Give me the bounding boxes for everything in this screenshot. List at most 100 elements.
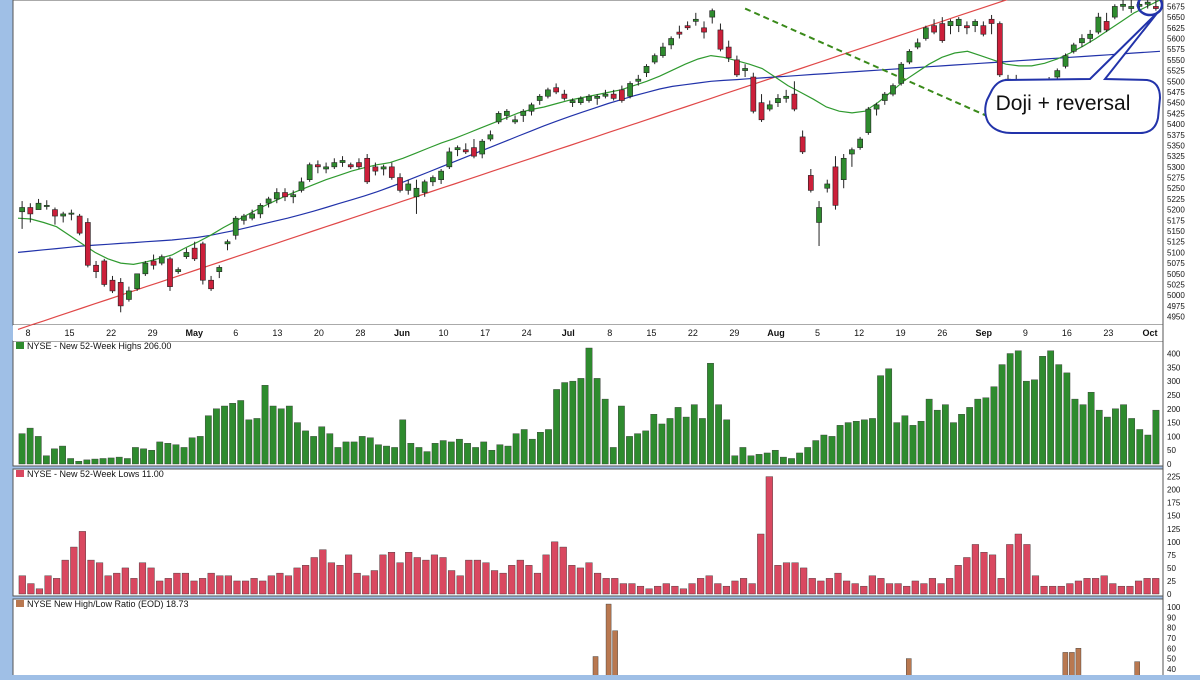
highs-bar — [747, 455, 755, 465]
trendline-group — [744, 7, 1025, 134]
highs-bar — [626, 436, 633, 465]
lows-bar — [516, 559, 524, 595]
lows-bar — [345, 554, 353, 595]
highs-bar — [950, 422, 957, 465]
highs-bar — [180, 447, 188, 465]
price-y-tick: 5000 — [1167, 291, 1185, 300]
price-y-tick: 5050 — [1167, 270, 1185, 279]
highs-bar — [771, 449, 779, 465]
price-y-tick: 5350 — [1167, 141, 1185, 150]
highs-bar — [723, 419, 731, 465]
lows-bar — [473, 559, 481, 595]
candle-down — [1153, 6, 1159, 9]
price-y-tick: 5100 — [1167, 248, 1185, 257]
lows-bar — [327, 562, 335, 595]
lows-y-tick: 50 — [1167, 564, 1176, 573]
candle-up — [742, 68, 748, 71]
lows-bar — [1126, 585, 1134, 595]
candle-up — [446, 151, 453, 168]
highs-bar — [148, 449, 155, 465]
lows-bar — [439, 557, 447, 595]
ratio-y-tick: 50 — [1167, 655, 1176, 664]
candle-up — [323, 166, 329, 170]
date-tick: 29 — [148, 328, 158, 338]
candle-up — [1111, 6, 1118, 18]
lows-bar — [636, 585, 645, 595]
right-axis-strip — [1163, 0, 1200, 675]
lows-bar — [87, 559, 95, 595]
lows-bar — [963, 557, 971, 595]
highs-bar — [812, 440, 820, 465]
lows-bar — [130, 578, 138, 595]
lows-bar — [310, 557, 318, 595]
lows-bar — [559, 546, 567, 595]
candle-up — [1054, 70, 1061, 78]
candle-up — [1070, 44, 1077, 52]
lows-bar — [542, 554, 550, 595]
date-tick: Jun — [394, 328, 410, 338]
highs-bar — [836, 425, 844, 465]
highs-bar — [885, 368, 893, 465]
candle-up — [1144, 1, 1151, 5]
candle-up — [232, 217, 239, 236]
price-y-tick: 5600 — [1167, 35, 1185, 44]
candle-up — [60, 213, 67, 217]
highs-bar — [869, 418, 876, 465]
lows-bar — [336, 565, 344, 595]
lows-y-tick: 125 — [1167, 525, 1181, 534]
lows-bar — [877, 578, 885, 595]
lows-y-tick: 0 — [1167, 590, 1172, 599]
date-tick: 6 — [233, 328, 238, 338]
highs-bar — [472, 447, 479, 465]
highs-bar — [569, 380, 577, 465]
lows-bar — [284, 575, 293, 595]
ma50-line — [17, 50, 1161, 253]
lows-bar — [705, 575, 713, 595]
highs-bar — [245, 419, 253, 465]
candle-up — [479, 140, 486, 155]
highs-bar — [699, 418, 706, 465]
lows-bar — [61, 559, 69, 595]
highs-y-tick: 150 — [1167, 419, 1181, 428]
highs-bar — [1023, 380, 1030, 465]
lows-bar — [860, 585, 868, 595]
date-tick: 5 — [815, 328, 820, 338]
ratio-y-tick: 40 — [1167, 665, 1176, 674]
candle-down — [734, 59, 740, 76]
lows-bar — [113, 572, 121, 595]
candle-down — [791, 93, 798, 110]
highs-bar — [861, 419, 868, 465]
candle-up — [1087, 33, 1094, 39]
ratio-y-tick: 90 — [1167, 613, 1176, 622]
lows-bar — [18, 575, 26, 595]
highs-bar — [1063, 372, 1071, 465]
ratio-y-tick: 80 — [1167, 624, 1176, 633]
lows-bar — [1031, 575, 1040, 595]
lows-bar — [156, 580, 164, 595]
candle-up — [898, 63, 905, 84]
highs-bar — [512, 433, 520, 465]
highs-bar — [358, 436, 366, 465]
price-y-tick: 5525 — [1167, 67, 1185, 76]
highs-bar — [350, 441, 358, 465]
highs-bar — [294, 422, 301, 465]
highs-bar — [739, 447, 747, 465]
lows-bar — [1014, 533, 1022, 595]
candle-down — [758, 102, 765, 121]
lows-bar — [868, 575, 876, 595]
price-y-tick: 5275 — [1167, 174, 1185, 183]
price-y-tick: 5475 — [1167, 88, 1185, 97]
lows-bar — [628, 583, 636, 595]
highs-bar — [302, 430, 309, 465]
highs-bar — [51, 448, 58, 465]
ratio-legend-swatch — [16, 600, 24, 607]
lows-bar — [1066, 583, 1074, 595]
highs-bar — [763, 452, 771, 465]
price-y-tick: 4975 — [1167, 302, 1185, 311]
highs-bar — [877, 375, 884, 465]
lows-bar — [817, 580, 825, 595]
lows-bar — [946, 578, 954, 595]
candle-up — [873, 104, 880, 110]
